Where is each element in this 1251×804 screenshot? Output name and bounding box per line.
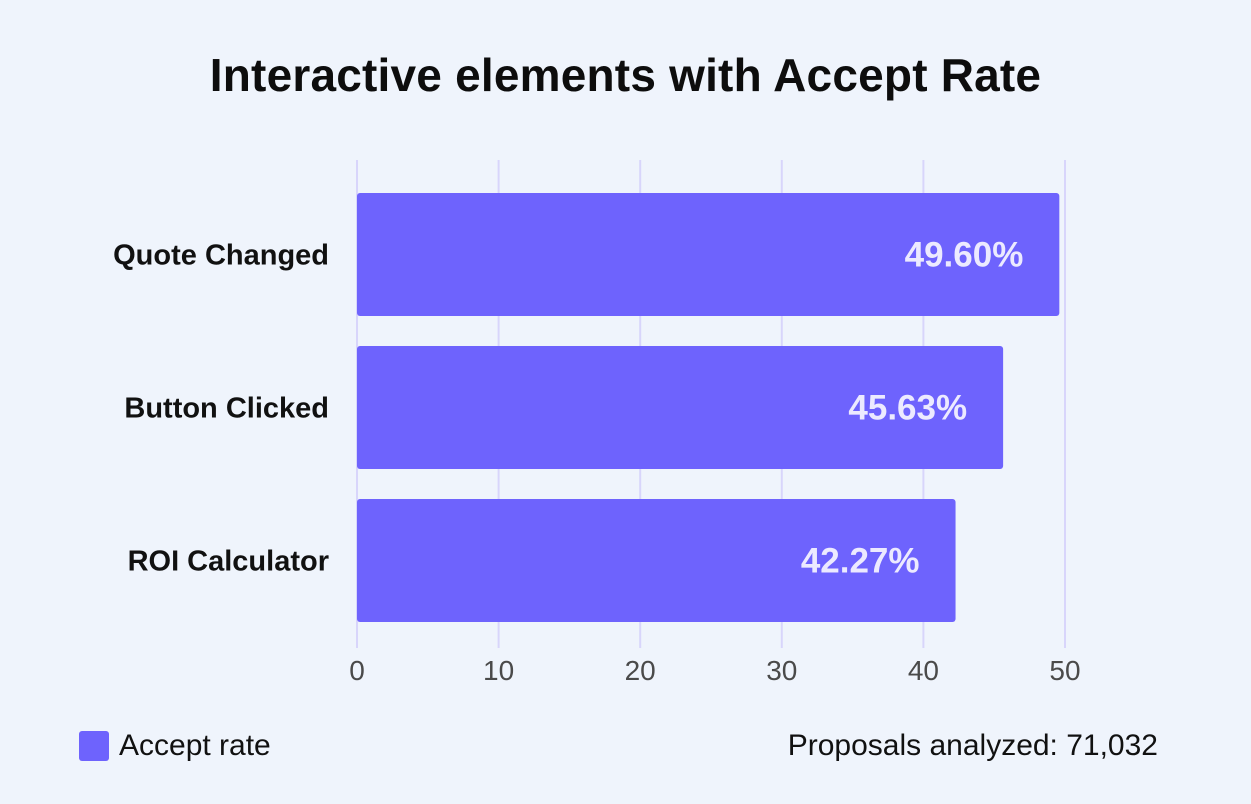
proposals-analyzed-note: Proposals analyzed: 71,032 — [787, 729, 1158, 762]
x-tick-label: 50 — [1049, 655, 1080, 686]
bar-value-label: 42.27% — [801, 542, 920, 581]
bar — [357, 499, 956, 622]
x-tick-label: 30 — [766, 655, 797, 686]
x-tick-label: 20 — [625, 655, 656, 686]
bar — [357, 193, 1060, 316]
bar — [357, 346, 1004, 469]
bar-value-label: 45.63% — [848, 389, 967, 428]
x-tick-label: 10 — [483, 655, 514, 686]
bar-value-label: 49.60% — [905, 236, 1024, 275]
category-label: Button Clicked — [124, 393, 329, 425]
legend-swatch — [79, 731, 109, 761]
legend-label: Accept rate — [119, 729, 271, 762]
category-label: ROI Calculator — [128, 546, 329, 578]
chart-title: Interactive elements with Accept Rate — [209, 49, 1042, 101]
legend: Accept rate — [79, 729, 271, 763]
x-tick-label: 40 — [908, 655, 939, 686]
category-label: Quote Changed — [113, 240, 329, 272]
x-tick-label: 0 — [349, 655, 365, 686]
